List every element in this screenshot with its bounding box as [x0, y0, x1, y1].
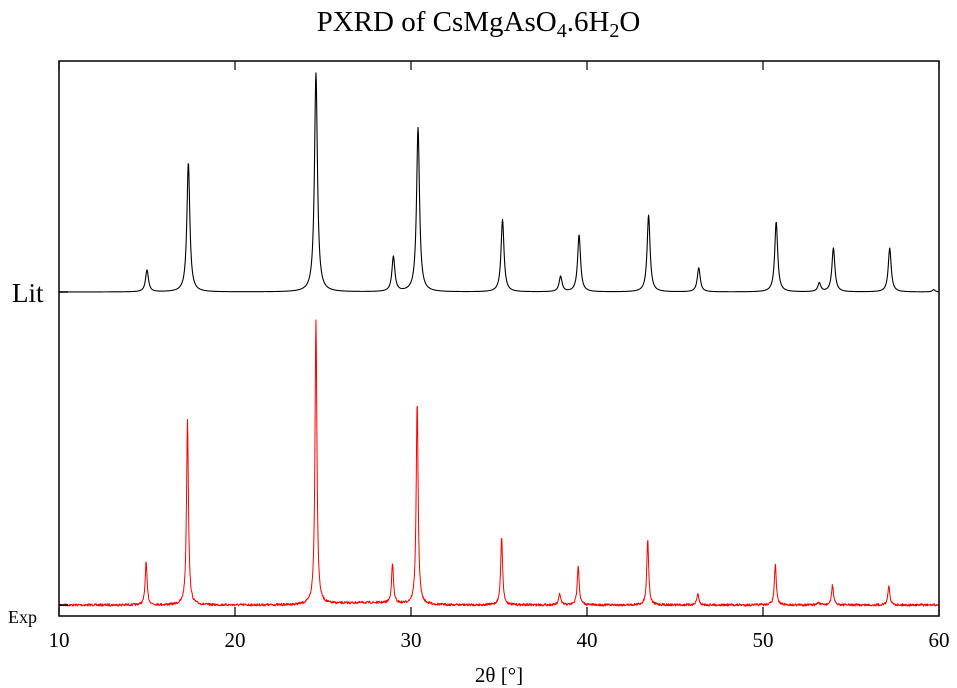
series-label-exp: Exp	[8, 607, 37, 627]
series-line-lit	[58, 72, 940, 293]
x-tick-label-10: 10	[49, 628, 70, 652]
peak-exp-5	[501, 536, 503, 538]
traces-layer	[58, 72, 940, 607]
x-tick-label-50: 50	[753, 628, 774, 652]
x-tick-label-40: 40	[577, 628, 598, 652]
series-label-lit: Lit	[12, 278, 44, 308]
x-axis-title: 2θ [°]	[475, 663, 523, 687]
x-tick-label-30: 30	[401, 628, 422, 652]
peak-exp-4	[416, 402, 418, 404]
series-line-exp	[58, 319, 940, 607]
x-tick-label-60: 60	[929, 628, 950, 652]
x-ticks: 10 20 30 40 50 60	[49, 61, 950, 652]
plot-frame	[58, 60, 940, 617]
x-tick-label-20: 20	[225, 628, 246, 652]
chart-title: PXRD of CsMgAsO4.6H2O	[316, 6, 641, 42]
